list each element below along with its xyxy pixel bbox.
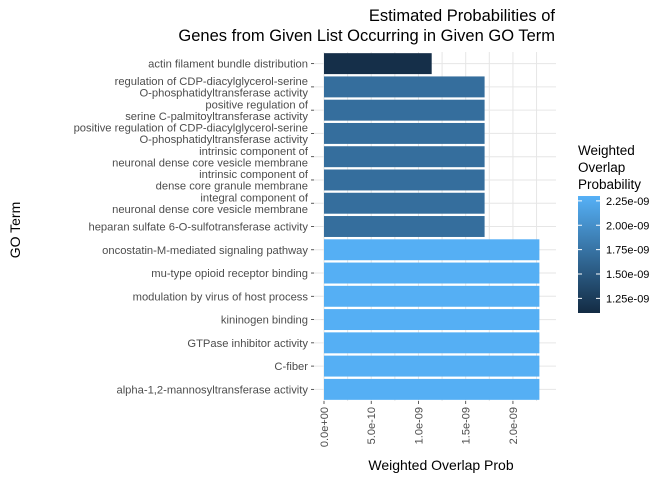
bar bbox=[324, 99, 485, 121]
legend-title-line-1: Weighted bbox=[578, 143, 635, 158]
y-tick-label: GTPase inhibitor activity bbox=[187, 338, 308, 350]
color-legend: Weighted Overlap Probability 2.25e-09 2.0… bbox=[578, 143, 649, 313]
y-tick-label: positive regulation of bbox=[205, 99, 309, 111]
y-axis-tick-labels: actin filament bundle distribution regula… bbox=[74, 59, 314, 396]
x-axis-tick-labels: 0.0e+00 5.0e-10 1.0e-09 1.5e-09 2.0e-09 bbox=[319, 401, 520, 447]
y-tick-label: O-phosphatidyltransferase activity bbox=[139, 134, 308, 146]
legend-title-line-2: Overlap bbox=[578, 160, 625, 175]
bar bbox=[324, 285, 540, 307]
legend-colorbar bbox=[578, 196, 600, 313]
bar bbox=[324, 192, 485, 214]
bar bbox=[324, 216, 485, 237]
bar bbox=[324, 53, 432, 75]
y-tick-label: alpha-1,2-mannosyltransferase activity bbox=[116, 384, 308, 396]
bar bbox=[324, 122, 485, 144]
x-tick-label: 1.0e-09 bbox=[413, 407, 425, 444]
y-tick-label: neuronal dense core vesicle membrane bbox=[112, 157, 308, 169]
y-tick-label: actin filament bundle distribution bbox=[148, 59, 308, 71]
y-tick-label: positive regulation of CDP-diacylglycero… bbox=[74, 123, 308, 135]
bar bbox=[324, 355, 540, 377]
y-tick-label: mu-type opioid receptor binding bbox=[151, 268, 308, 280]
x-tick-label: 2.0e-09 bbox=[508, 407, 520, 444]
y-tick-label: intrinsic component of bbox=[199, 169, 309, 181]
y-tick-label: kininogen binding bbox=[221, 315, 308, 327]
legend-tick-label: 1.75e-09 bbox=[606, 245, 649, 257]
y-tick-label: oncostatin-M-mediated signaling pathway bbox=[102, 245, 308, 257]
bars bbox=[324, 53, 540, 400]
y-tick-label: regulation of CDP-diacylglycerol-serine bbox=[115, 76, 308, 88]
legend-tick-label: 1.50e-09 bbox=[606, 269, 649, 281]
y-tick-label: serine C-palmitoyltransferase activity bbox=[125, 111, 308, 123]
x-tick-label: 5.0e-10 bbox=[366, 407, 378, 444]
y-tick-label: intrinsic component of bbox=[199, 146, 309, 158]
x-tick-label: 0.0e+00 bbox=[319, 407, 331, 447]
x-tick-label: 1.5e-09 bbox=[461, 407, 473, 444]
legend-title-line-3: Probability bbox=[578, 177, 641, 192]
x-axis-title: Weighted Overlap Prob bbox=[368, 457, 513, 473]
bar bbox=[324, 169, 485, 191]
y-tick-label: integral component of bbox=[200, 192, 308, 204]
y-tick-label: O-phosphatidyltransferase activity bbox=[139, 88, 308, 100]
legend-tick-label: 2.00e-09 bbox=[606, 220, 649, 232]
y-tick-label: C-fiber bbox=[274, 361, 308, 373]
bar bbox=[324, 309, 540, 331]
y-tick-label: heparan sulfate 6-O-sulfotransferase act… bbox=[88, 222, 308, 234]
bar bbox=[324, 239, 540, 261]
y-axis-title: GO Term bbox=[7, 202, 23, 259]
chart-title: Estimated Probabilities of Genes from Gi… bbox=[178, 7, 555, 45]
chart-title-line-2: Genes from Given List Occurring in Given… bbox=[178, 27, 555, 45]
y-tick-label: dense core granule membrane bbox=[156, 181, 308, 193]
bar bbox=[324, 378, 540, 400]
chart-title-line-1: Estimated Probabilities of bbox=[369, 7, 556, 25]
y-tick-label: modulation by virus of host process bbox=[133, 291, 309, 303]
y-tick-label: neuronal dense core vesicle membrane bbox=[112, 204, 308, 216]
bar bbox=[324, 146, 485, 168]
legend-tick-label: 2.25e-09 bbox=[606, 196, 649, 208]
bar bbox=[324, 262, 540, 284]
bar bbox=[324, 76, 485, 98]
bar bbox=[324, 332, 540, 354]
legend-tick-label: 1.25e-09 bbox=[606, 293, 649, 305]
